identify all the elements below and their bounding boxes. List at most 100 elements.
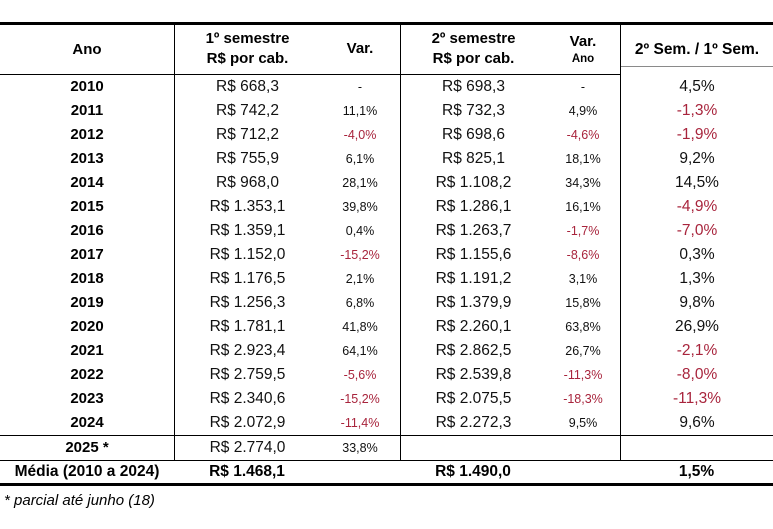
summary-ratio: 1,5%	[678, 462, 715, 480]
sem2-value-cell: R$ 2.260,1	[400, 314, 546, 339]
year-cell: 2024	[70, 414, 104, 431]
semester-price-table: Ano 1º semestre R$ por cab. Var. 2º seme…	[0, 22, 773, 486]
sem1-value-cell: R$ 668,3	[174, 74, 320, 99]
table-row: 2013 R$ 755,9 6,1% R$ 825,1 18,1% 9,2%	[0, 146, 773, 171]
sem2-var-cell: 18,1%	[565, 151, 601, 166]
summary-sem1-value: R$ 1.468,1	[209, 462, 285, 480]
sem1-value-cell: R$ 1.176,5	[174, 266, 320, 291]
header-ratio-label: 2º Sem. / 1º Sem.	[634, 40, 760, 58]
table-row: 2011 R$ 742,2 11,1% R$ 732,3 4,9% -1,3%	[0, 98, 773, 123]
summary-sem2-value: R$ 1.490,0	[435, 462, 511, 480]
year-cell: 2016	[70, 222, 104, 239]
sem1-var-cell: 33,8%	[342, 440, 378, 455]
table-row: 2017 R$ 1.152,0 -15,2% R$ 1.155,6 -8,6% …	[0, 242, 773, 267]
sem1-value-cell: R$ 755,9	[174, 146, 320, 171]
table-row: 2015 R$ 1.353,1 39,8% R$ 1.286,1 16,1% -…	[0, 194, 773, 219]
sem1-var-cell: 6,8%	[345, 295, 375, 310]
header-var2: Var. Ano	[546, 25, 620, 75]
sem2-value-cell: R$ 1.263,7	[400, 218, 546, 243]
year-cell: 2012	[70, 126, 104, 143]
sem1-var-cell: 6,1%	[345, 151, 375, 166]
sem2-value-cell: R$ 1.379,9	[400, 290, 546, 315]
header-ano: Ano	[0, 25, 174, 75]
table-row: 2014 R$ 968,0 28,1% R$ 1.108,2 34,3% 14,…	[0, 170, 773, 195]
sem1-value-cell: R$ 2.923,4	[174, 338, 320, 363]
header-sem2-line1: 2º semestre	[431, 30, 516, 47]
year-cell: 2019	[70, 294, 104, 311]
year-cell: 2015	[70, 198, 104, 215]
sem1-value-cell: R$ 968,0	[174, 170, 320, 195]
sem2-var-cell: 9,5%	[568, 415, 598, 430]
sem1-var-cell: 64,1%	[342, 343, 378, 358]
ratio-cell: -1,9%	[620, 122, 773, 147]
sem2-value-cell: R$ 825,1	[400, 146, 546, 171]
table-row: 2023 R$ 2.340,6 -15,2% R$ 2.075,5 -18,3%…	[0, 386, 773, 411]
year-cell: 2018	[70, 270, 104, 287]
ratio-cell: -4,9%	[620, 194, 773, 219]
year-cell: 2021	[70, 342, 104, 359]
sem2-value-cell: R$ 2.075,5	[400, 386, 546, 411]
sem1-value-cell: R$ 1.353,1	[174, 194, 320, 219]
sem2-var-cell: 26,7%	[565, 343, 601, 358]
sem2-value-cell: R$ 1.155,6	[400, 242, 546, 267]
sem1-value-cell: R$ 742,2	[174, 98, 320, 123]
sem1-var-cell: -	[357, 79, 363, 94]
header-var2-line2: Ano	[571, 53, 595, 65]
ratio-cell: -2,1%	[620, 338, 773, 363]
table-body: 2010 R$ 668,3 - R$ 698,3 - 4,5% 2011 R$ …	[0, 74, 773, 435]
sem2-value-cell: R$ 1.191,2	[400, 266, 546, 291]
year-cell: 2022	[70, 366, 104, 383]
table-row: 2024 R$ 2.072,9 -11,4% R$ 2.272,3 9,5% 9…	[0, 410, 773, 435]
ratio-cell: 4,5%	[620, 74, 773, 99]
sem2-var-cell: -4,6%	[566, 127, 600, 142]
header-sem2-line2: R$ por cab.	[432, 50, 515, 67]
sem2-value-cell: R$ 2.862,5	[400, 338, 546, 363]
ratio-cell: -7,0%	[620, 218, 773, 243]
sem1-value-cell: R$ 1.359,1	[174, 218, 320, 243]
header-var1-label: Var.	[346, 40, 374, 57]
sem1-var-cell: -5,6%	[343, 367, 377, 382]
ratio-cell: -11,3%	[620, 386, 773, 411]
year-cell: 2014	[70, 174, 104, 191]
sem1-var-cell: -15,2%	[340, 391, 380, 406]
ratio-cell: 9,8%	[620, 290, 773, 315]
header-sem1-line1: 1º semestre	[205, 30, 290, 47]
year-cell: 2017	[70, 246, 104, 263]
sem1-value-cell: R$ 2.340,6	[174, 386, 320, 411]
header-sem2: 2º semestre R$ por cab.	[400, 24, 546, 75]
table-row: 2019 R$ 1.256,3 6,8% R$ 1.379,9 15,8% 9,…	[0, 290, 773, 315]
table-row: 2016 R$ 1.359,1 0,4% R$ 1.263,7 -1,7% -7…	[0, 218, 773, 243]
sem1-var-cell: 0,4%	[345, 223, 375, 238]
ratio-cell: 14,5%	[620, 170, 773, 195]
sem1-var-cell: 28,1%	[342, 175, 378, 190]
summary-empty-var2	[546, 461, 620, 484]
sem1-value-cell: R$ 1.256,3	[174, 290, 320, 315]
header-var1: Var.	[320, 25, 400, 75]
partial-year-row: 2025 * R$ 2.774,0 33,8%	[0, 434, 773, 460]
sem2-var-cell: 15,8%	[565, 295, 601, 310]
sem2-value-cell: R$ 1.108,2	[400, 170, 546, 195]
sem2-value-cell: R$ 698,6	[400, 122, 546, 147]
sem1-var-cell: -4,0%	[343, 127, 377, 142]
header-ratio: 2º Sem. / 1º Sem.	[620, 24, 773, 75]
header-ano-label: Ano	[72, 40, 102, 58]
summary-label: Média (2010 a 2024)	[14, 462, 160, 480]
sem1-value-cell: R$ 2.774,0	[174, 435, 320, 460]
table-row: 2020 R$ 1.781,1 41,8% R$ 2.260,1 63,8% 2…	[0, 314, 773, 339]
year-cell: 2013	[70, 150, 104, 167]
sem1-value-cell: R$ 1.781,1	[174, 314, 320, 339]
table-bottom-rule	[0, 483, 773, 486]
sem1-value-cell: R$ 2.072,9	[174, 410, 320, 435]
year-cell: 2025 *	[65, 439, 109, 456]
sem2-value-cell: R$ 732,3	[400, 98, 546, 123]
sem2-var-cell: -	[580, 79, 586, 94]
year-cell: 2020	[70, 318, 104, 335]
year-cell: 2023	[70, 390, 104, 407]
sem2-var-cell: -1,7%	[566, 223, 600, 238]
table-row: 2010 R$ 668,3 - R$ 698,3 - 4,5%	[0, 74, 773, 99]
sem1-value-cell: R$ 712,2	[174, 122, 320, 147]
sem2-var-cell: 16,1%	[565, 199, 601, 214]
sem1-var-cell: 41,8%	[342, 319, 378, 334]
sem2-value-cell: R$ 1.286,1	[400, 194, 546, 219]
ratio-cell: 26,9%	[620, 314, 773, 339]
